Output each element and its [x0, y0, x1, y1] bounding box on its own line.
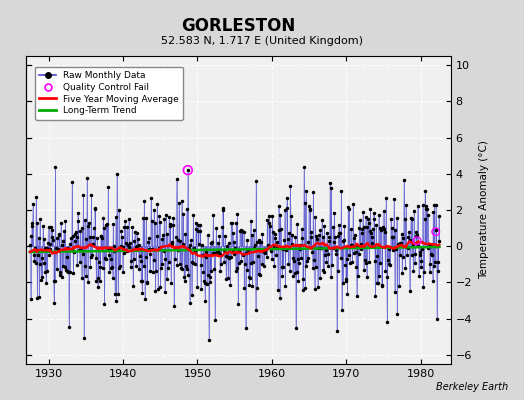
Point	[413, 238, 421, 244]
Y-axis label: Temperature Anomaly (°C): Temperature Anomaly (°C)	[479, 140, 489, 280]
Point	[432, 228, 440, 235]
Text: Berkeley Earth: Berkeley Earth	[436, 382, 508, 392]
Legend: Raw Monthly Data, Quality Control Fail, Five Year Moving Average, Long-Term Tren: Raw Monthly Data, Quality Control Fail, …	[35, 67, 183, 120]
Title: GORLESTON: GORLESTON	[181, 17, 296, 35]
Text: 52.583 N, 1.717 E (United Kingdom): 52.583 N, 1.717 E (United Kingdom)	[161, 36, 363, 46]
Point	[183, 167, 192, 173]
